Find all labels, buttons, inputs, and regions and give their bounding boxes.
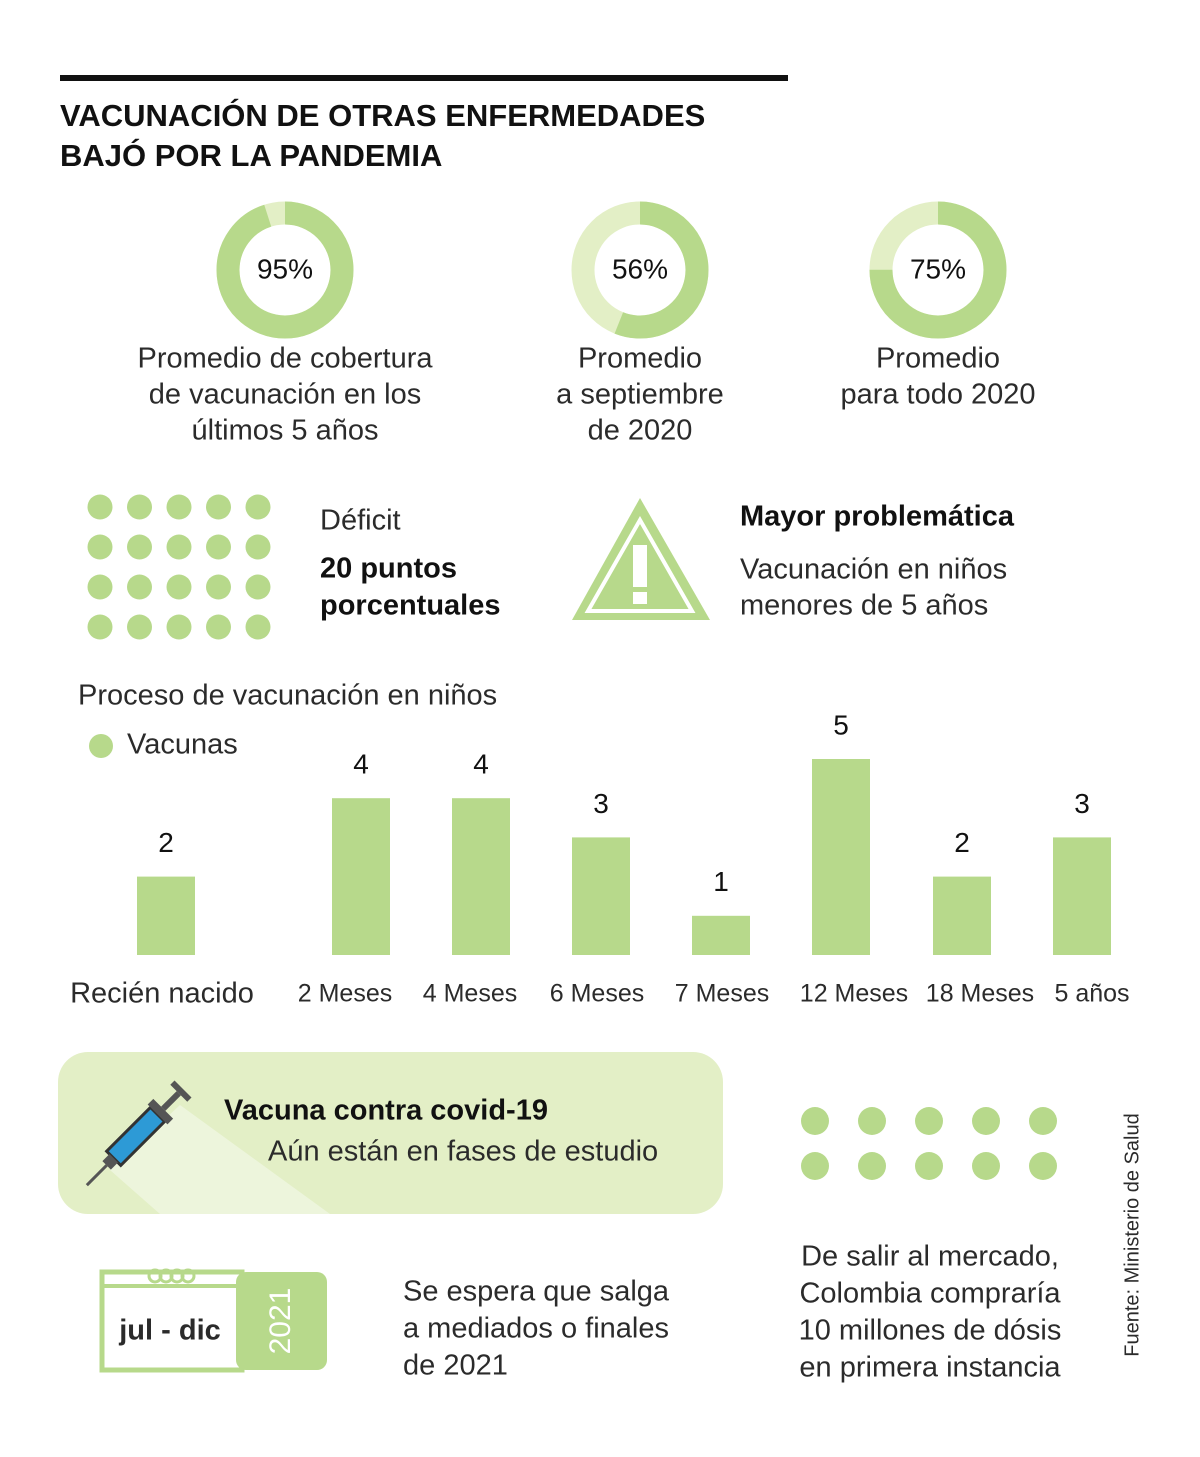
category-label: 2 Meses xyxy=(298,980,392,1008)
title: VACUNACIÓN DE OTRAS ENFERMEDADES xyxy=(60,97,705,133)
source: Fuente: Ministerio de Salud xyxy=(1121,1113,1143,1356)
donut-caption: Promedio de cobertura xyxy=(138,343,434,375)
deco-dot xyxy=(858,1107,886,1135)
bar xyxy=(812,759,870,955)
bar xyxy=(572,837,630,955)
value-label: 3 xyxy=(593,788,609,819)
expected-text: de 2021 xyxy=(403,1350,508,1382)
donut-caption: últimos 5 años xyxy=(192,415,379,447)
value-label: 5 xyxy=(833,709,849,740)
deco-dot xyxy=(206,494,231,520)
deco-dot xyxy=(1029,1107,1057,1135)
value-label: 2 xyxy=(158,827,174,858)
legend-swatch xyxy=(89,734,113,758)
warning-title: Mayor problemática xyxy=(740,501,1015,533)
expected-text: a mediados o finales xyxy=(403,1313,669,1345)
deco-dot xyxy=(972,1107,1000,1135)
calendar-period: jul - dic xyxy=(118,1315,221,1347)
purchase-text: en primera instancia xyxy=(799,1352,1061,1384)
deco-dot xyxy=(245,534,271,560)
deco-dot xyxy=(206,534,231,560)
purchase-text: Colombia compraría xyxy=(799,1278,1061,1310)
donut-label: 95% xyxy=(257,253,313,284)
deco-dot xyxy=(245,574,271,600)
category-label: 6 Meses xyxy=(550,980,644,1008)
top-rule xyxy=(60,75,788,81)
donut-caption: Promedio xyxy=(578,343,702,375)
bar xyxy=(933,876,991,955)
legend-label: Vacunas xyxy=(127,729,238,761)
syringe-icon xyxy=(85,1080,192,1187)
chart-title: Proceso de vacunación en niños xyxy=(78,680,497,712)
deco-dot xyxy=(127,574,152,600)
deco-dot xyxy=(166,534,192,560)
deco-dot xyxy=(166,574,192,600)
deco-dot xyxy=(127,614,152,640)
donut-label: 75% xyxy=(910,253,966,284)
deco-dot xyxy=(127,534,152,560)
donut-caption: para todo 2020 xyxy=(840,379,1035,411)
deco-dot xyxy=(206,614,231,640)
deco-dot xyxy=(858,1152,886,1180)
deco-dot xyxy=(87,614,113,640)
deco-dot xyxy=(1029,1152,1057,1180)
value-label: 3 xyxy=(1074,788,1090,819)
deco-dot xyxy=(245,494,271,520)
donut-arc xyxy=(216,201,354,339)
bar xyxy=(137,876,195,955)
deco-dot xyxy=(915,1107,943,1135)
donut-caption: de vacunación en los xyxy=(149,379,421,411)
category-label: 4 Meses xyxy=(423,980,517,1008)
covid-title: Vacuna contra covid-19 xyxy=(224,1095,548,1127)
value-label: 1 xyxy=(713,866,729,897)
warning-text: Vacunación en niños xyxy=(740,554,1007,586)
category-label: 7 Meses xyxy=(675,980,769,1008)
category-label: 5 años xyxy=(1054,980,1129,1008)
deco-dot xyxy=(127,494,152,520)
deco-dot xyxy=(166,614,192,640)
value-label: 2 xyxy=(954,827,970,858)
deco-dot xyxy=(972,1152,1000,1180)
value-label: 4 xyxy=(473,749,489,780)
deco-dot xyxy=(87,494,113,520)
expected-text: Se espera que salga xyxy=(403,1276,670,1308)
warning-icon xyxy=(572,498,710,620)
purchase-text: 10 millones de dósis xyxy=(799,1315,1062,1347)
deficit-value: porcentuales xyxy=(320,590,501,622)
category-label: 18 Meses xyxy=(926,980,1034,1008)
covid-text: Aún están en fases de estudio xyxy=(268,1136,658,1168)
calendar-icon xyxy=(99,1268,327,1373)
deficit-value: 20 puntos xyxy=(320,553,457,585)
purchase-text: De salir al mercado, xyxy=(801,1241,1059,1273)
donut-caption: Promedio xyxy=(876,343,1000,375)
deco-dot xyxy=(801,1152,829,1180)
deco-dot xyxy=(801,1107,829,1135)
deco-dot xyxy=(87,534,113,560)
donut-arc xyxy=(571,201,709,339)
deco-dot xyxy=(166,494,192,520)
title: BAJÓ POR LA PANDEMIA xyxy=(60,137,442,173)
value-label: 4 xyxy=(353,749,369,780)
donut-caption: a septiembre xyxy=(556,379,724,411)
deco-dot xyxy=(245,614,271,640)
deco-dot xyxy=(87,574,113,600)
calendar-year: 2021 xyxy=(264,1288,297,1355)
deco-dot xyxy=(915,1152,943,1180)
bar xyxy=(692,915,750,955)
donut-caption: de 2020 xyxy=(588,415,693,447)
icon-shadow xyxy=(110,1105,330,1214)
donut-arc xyxy=(869,201,1007,339)
bar xyxy=(332,798,390,955)
warning-text: menores de 5 años xyxy=(740,590,988,622)
donut-label: 56% xyxy=(612,253,668,284)
deco-dot xyxy=(206,574,231,600)
bar xyxy=(452,798,510,955)
category-label: 12 Meses xyxy=(800,980,908,1008)
category-label: Recién nacido xyxy=(70,978,254,1010)
bar xyxy=(1053,837,1111,955)
deficit-label: Déficit xyxy=(320,505,401,537)
